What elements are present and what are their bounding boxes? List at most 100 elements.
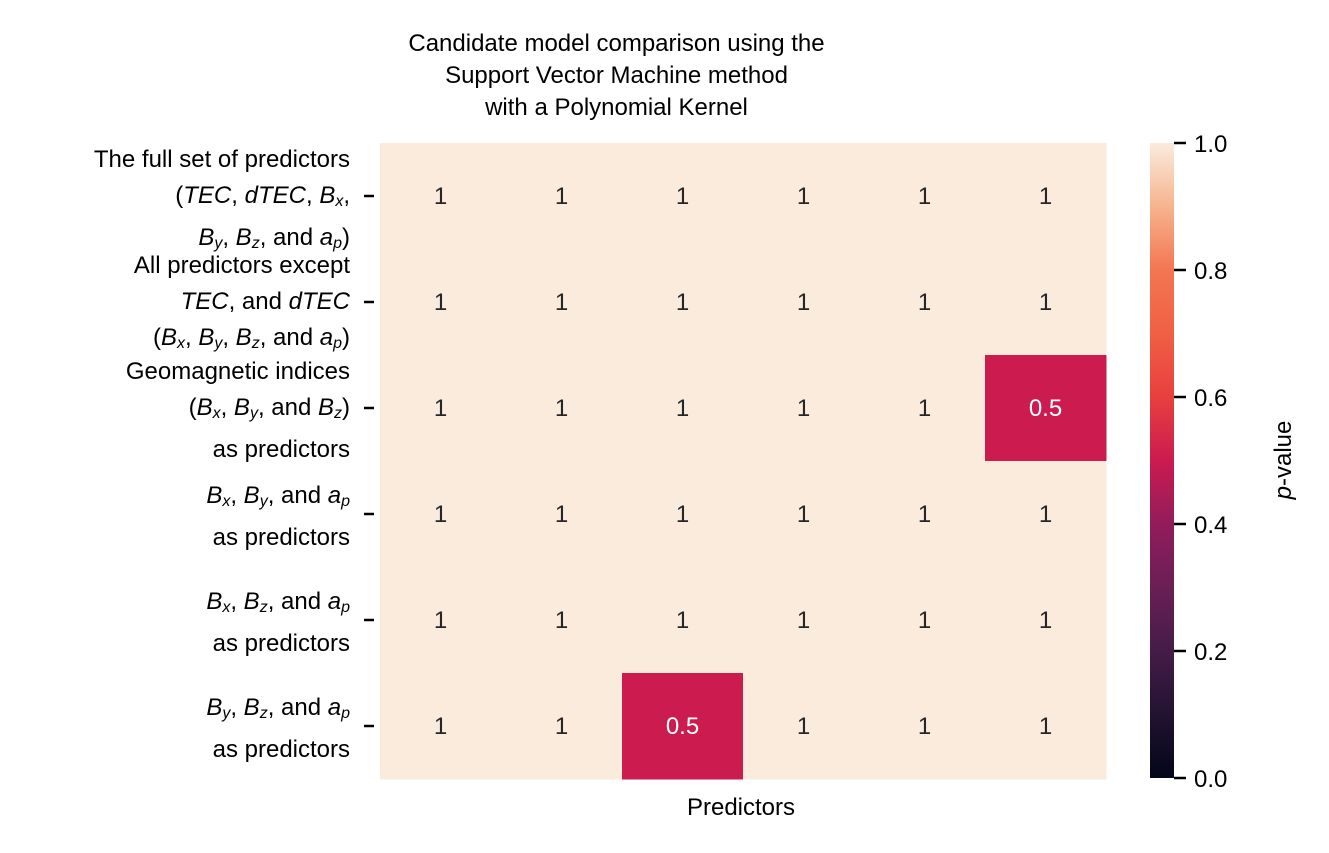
colorbar-tick-label: 0.2 xyxy=(1194,639,1227,666)
heatmap-cell xyxy=(501,355,623,462)
cell-value-label: 1 xyxy=(918,607,931,634)
row-label-line: (Bx, By, and Bz) xyxy=(188,394,350,422)
cell-value-label: 1 xyxy=(1039,713,1052,740)
cell-value-label: 1 xyxy=(676,183,689,210)
heatmap-cell xyxy=(864,143,986,250)
row-label-line: as predictors xyxy=(212,736,350,763)
heatmap-cell xyxy=(501,249,623,356)
row-label-line: (Bx, By, Bz, and ap) xyxy=(152,324,350,352)
heatmap-cell xyxy=(743,249,865,356)
cell-value-label: 1 xyxy=(797,501,810,528)
heatmap-cell xyxy=(380,673,502,780)
heatmap-cell xyxy=(622,143,744,250)
row-label-line: as predictors xyxy=(212,524,350,551)
heatmap-cell xyxy=(501,143,623,250)
colorbar-tick-label: 0.0 xyxy=(1194,766,1227,793)
chart-title-line-3: with a Polynomial Kernel xyxy=(485,94,748,121)
row-label-line: Geomagnetic indices xyxy=(125,358,350,385)
heatmap-cell xyxy=(985,461,1107,568)
cell-value-label: 1 xyxy=(1039,607,1052,634)
heatmap-cell xyxy=(622,249,744,356)
cell-value-label: 1 xyxy=(918,395,931,422)
row-label: The full set of predictors (TEC, dTEC, Bx… xyxy=(94,142,350,262)
row-label: Geomagnetic indices (Bx, By, and Bz) as pr… xyxy=(126,354,350,468)
heatmap-cell xyxy=(864,461,986,568)
cell-value-label: 1 xyxy=(555,501,568,528)
cell-value-label: 1 xyxy=(918,183,931,210)
cell-value-label: 1 xyxy=(1039,183,1052,210)
colorbar-tick-label: 0.4 xyxy=(1194,512,1227,539)
cell-value-label: 1 xyxy=(1039,289,1052,316)
heatmap-cell xyxy=(501,567,623,674)
colorbar-label: p-value xyxy=(1270,421,1297,501)
cell-value-label: 0.5 xyxy=(666,713,699,740)
heatmap-cell xyxy=(622,567,744,674)
cell-value-label: 1 xyxy=(434,395,447,422)
cell-value-label: 1 xyxy=(434,713,447,740)
chart-title-line-2: Support Vector Machine method xyxy=(445,62,788,89)
cell-value-label: 1 xyxy=(797,395,810,422)
row-label-line: (TEC, dTEC, Bx, xyxy=(175,182,350,210)
cell-value-label: 1 xyxy=(676,395,689,422)
row-label: By, Bz, and ap as predictors xyxy=(206,690,350,768)
cell-value-label: 1 xyxy=(555,607,568,634)
heatmap-cell xyxy=(864,249,986,356)
heatmap-cell xyxy=(380,143,502,250)
row-label: Bx, By, and ap as predictors xyxy=(206,478,350,556)
row-label-line: as predictors xyxy=(212,630,350,657)
cell-value-label: 1 xyxy=(797,607,810,634)
heatmap-cell xyxy=(380,355,502,462)
row-label-line: All predictors except xyxy=(133,252,350,279)
heatmap-cell xyxy=(743,143,865,250)
heatmap-cell xyxy=(985,355,1107,462)
cell-value-label: 1 xyxy=(434,289,447,316)
heatmap-cell xyxy=(501,673,623,780)
cell-value-label: 1 xyxy=(797,289,810,316)
heatmap-cell xyxy=(622,461,744,568)
colorbar-tick-label: 1.0 xyxy=(1194,131,1227,158)
row-label-line: TEC, and dTEC xyxy=(180,288,350,315)
cell-value-label: 1 xyxy=(434,183,447,210)
heatmap-cell xyxy=(864,355,986,462)
cell-value-label: 1 xyxy=(676,607,689,634)
heatmap-cell xyxy=(864,567,986,674)
cell-value-label: 1 xyxy=(797,183,810,210)
row-label-line: Bx, Bz, and ap xyxy=(206,588,350,616)
heatmap-cell xyxy=(985,567,1107,674)
heatmap-cell xyxy=(864,673,986,780)
heatmap-cell xyxy=(743,567,865,674)
heatmap-cell xyxy=(743,461,865,568)
heatmap-cell xyxy=(622,355,744,462)
cell-value-label: 1 xyxy=(555,183,568,210)
cell-value-label: 1 xyxy=(555,395,568,422)
heatmap-cell xyxy=(501,461,623,568)
row-label-line: By, Bz, and ap xyxy=(206,694,350,722)
chart-title-line-1: Candidate model comparison using the xyxy=(408,30,825,57)
heatmap-cell xyxy=(743,673,865,780)
row-label-line: Bx, By, and ap xyxy=(206,482,350,510)
cell-value-label: 1 xyxy=(434,607,447,634)
heatmap-cell xyxy=(985,249,1107,356)
cell-value-label: 0.5 xyxy=(1029,395,1062,422)
heatmap-cell xyxy=(622,673,744,780)
heatmap-cell xyxy=(985,143,1107,250)
row-label-line: The full set of predictors xyxy=(93,146,350,173)
row-label: Bx, Bz, and ap as predictors xyxy=(206,584,350,662)
colorbar xyxy=(1150,143,1174,778)
cell-value-label: 1 xyxy=(918,501,931,528)
row-label-line: By, Bz, and ap) xyxy=(198,224,350,252)
cell-value-label: 1 xyxy=(555,713,568,740)
heatmap-cell xyxy=(380,249,502,356)
cell-value-label: 1 xyxy=(1039,501,1052,528)
colorbar-tick-label: 0.8 xyxy=(1194,258,1227,285)
cell-value-label: 1 xyxy=(676,501,689,528)
row-label: All predictors except TEC, and dTEC (Bx, B… xyxy=(134,248,350,362)
row-label-line: as predictors xyxy=(212,436,350,463)
heatmap-cell xyxy=(743,355,865,462)
cell-value-label: 1 xyxy=(555,289,568,316)
x-axis-label: Predictors xyxy=(687,794,795,821)
colorbar-tick-label: 0.6 xyxy=(1194,385,1227,412)
cell-value-label: 1 xyxy=(676,289,689,316)
